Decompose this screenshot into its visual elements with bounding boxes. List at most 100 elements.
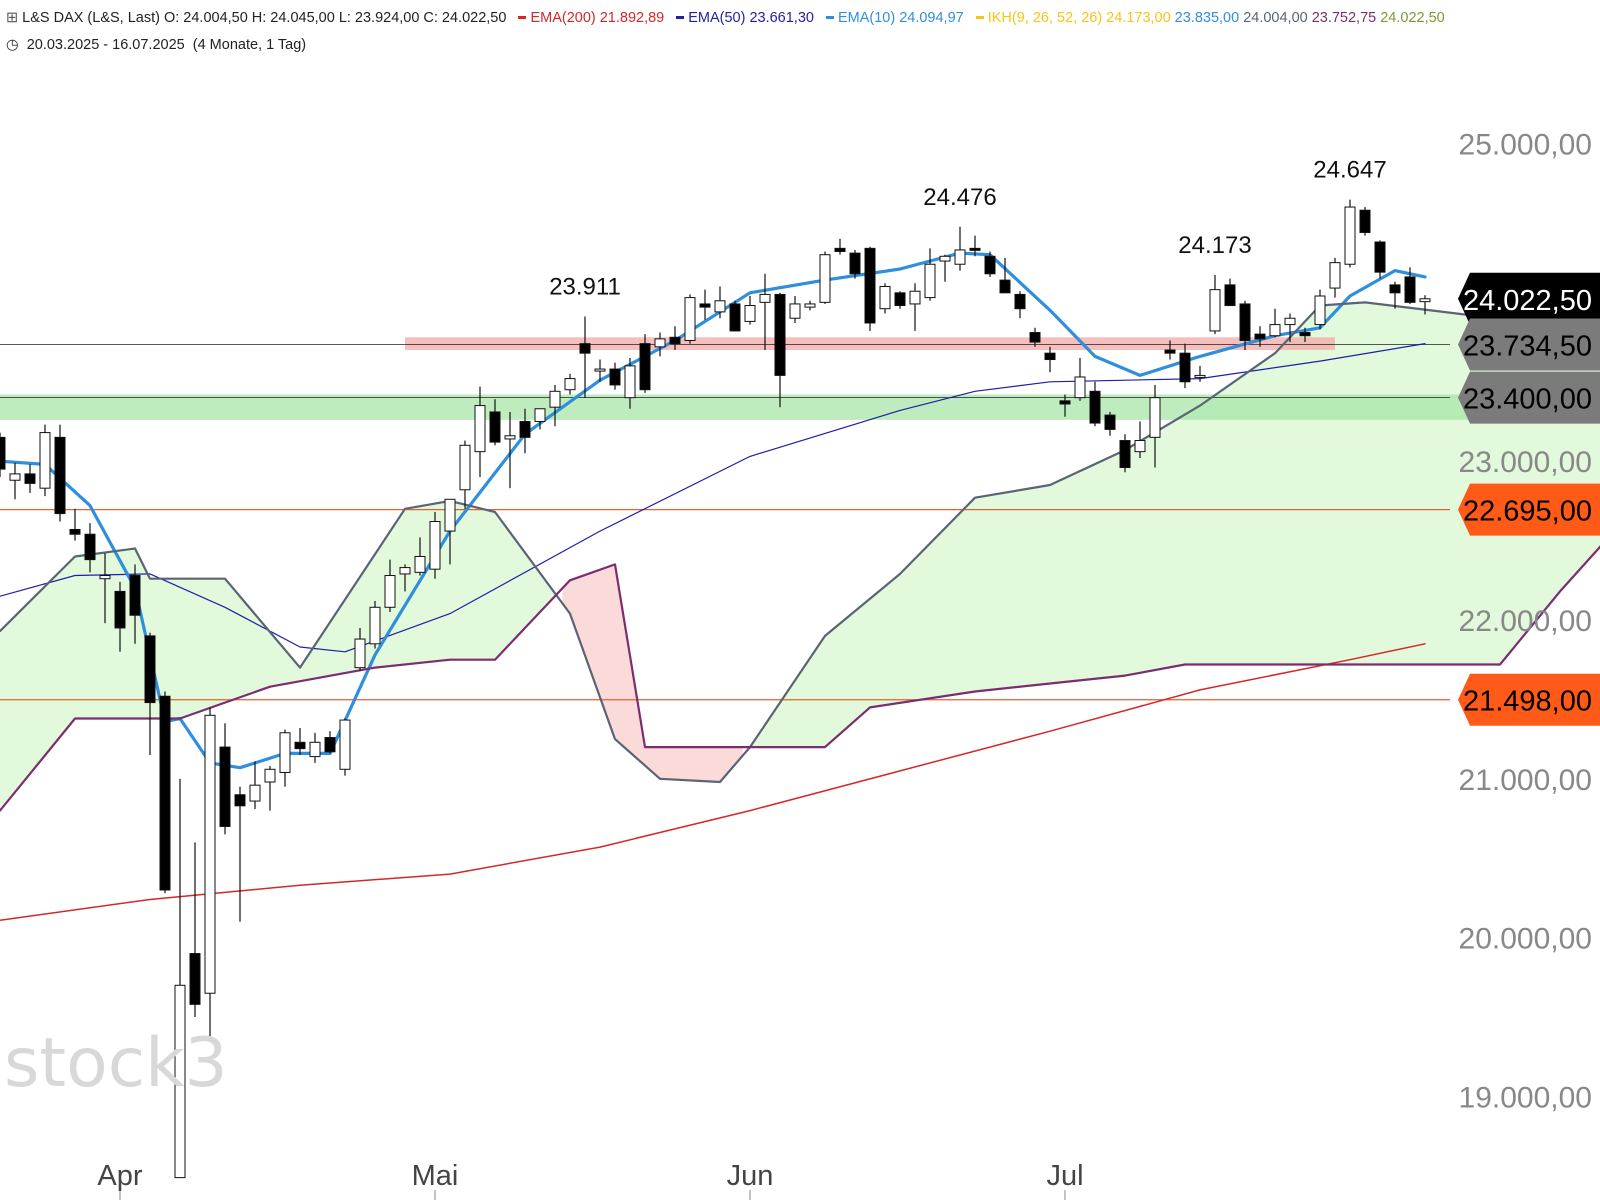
candle-body-86: [1284, 317, 1296, 326]
ohlc-label-3: C:: [423, 10, 438, 26]
candle-body-52: [774, 293, 786, 376]
x-tick-1: Mai: [412, 1160, 459, 1192]
candle-body-70: [1044, 352, 1056, 361]
indicator-swatch-0: [518, 15, 527, 19]
annotation-3: 24.647: [1313, 157, 1386, 184]
y-tick-2: 22.000,00: [1459, 605, 1592, 638]
candle-body-43: [639, 343, 651, 391]
candle-body-13: [189, 953, 201, 1005]
y-tick-3: 21.000,00: [1459, 764, 1592, 797]
candle-body-67: [999, 279, 1011, 294]
ohlc-value-3: 24.022,50: [441, 10, 507, 26]
candle-body-48: [714, 300, 726, 313]
candles-group: [0, 199, 1431, 1179]
candle-body-82: [1224, 284, 1236, 307]
candle-body-28: [414, 555, 426, 573]
candle-body-15: [219, 746, 231, 827]
price-tag-3: [1458, 483, 1600, 536]
indicator-name-2: EMA(10): [837, 10, 896, 26]
candle-body-44: [654, 338, 666, 348]
candle-body-34: [504, 435, 516, 440]
candle-body-19: [279, 732, 291, 773]
candle-body-21: [309, 741, 321, 758]
candle-body-60: [894, 292, 906, 307]
price-tag-label-2: 23.400,00: [1463, 384, 1592, 416]
candle-body-25: [369, 606, 381, 645]
x-tick-0: Apr: [97, 1160, 142, 1192]
candle-body-31: [459, 444, 471, 491]
candle-body-94: [1404, 276, 1416, 303]
candle-body-90: [1344, 206, 1356, 265]
candle-body-40: [594, 368, 606, 372]
candle-body-55: [819, 254, 831, 303]
price-tag-2: [1458, 371, 1600, 424]
candle-body-17: [249, 784, 261, 802]
candle-body-81: [1209, 289, 1221, 332]
annotation-1: 24.476: [923, 184, 996, 211]
series-line-1: [0, 343, 1426, 653]
candle-body-85: [1269, 324, 1281, 337]
candle-body-42: [624, 365, 636, 399]
indicator-value-3-2: 24.004,00: [1243, 10, 1308, 26]
date-range: 20.03.2025 - 16.07.2025: [26, 37, 185, 53]
indicator-name-1: EMA(50): [688, 10, 746, 26]
ohlc-label-0: O:: [163, 10, 180, 26]
annotation-0: 23.911: [549, 273, 621, 300]
instrument-name: L&S DAX (L&S, Last): [22, 10, 160, 26]
ohlc-value-1: 24.045,00: [270, 10, 335, 26]
candle-body-32: [474, 405, 486, 453]
candle-body-22: [324, 737, 336, 753]
candle-body-39: [579, 343, 591, 354]
candle-body-57: [849, 252, 861, 275]
candle-body-29: [429, 521, 441, 570]
kumo-cloud-0: [0, 500, 555, 811]
candle-body-63: [939, 255, 951, 262]
candle-body-65: [969, 247, 981, 251]
candle-body-12: [174, 984, 186, 1179]
ohlc-value-0: 24.004,50: [183, 10, 248, 26]
candle-body-24: [354, 638, 366, 669]
candle-body-58: [864, 247, 876, 324]
candle-body-7: [99, 575, 111, 580]
candle-body-0: [0, 436, 6, 470]
price-tag-label-3: 22.695,00: [1463, 496, 1592, 528]
candle-body-56: [834, 247, 846, 253]
indicator-swatch-2: [825, 15, 834, 19]
candle-body-92: [1374, 241, 1386, 273]
zone-support: [0, 394, 1600, 420]
candle-body-87: [1299, 332, 1311, 337]
indicator-value-3-3: 23.752,75: [1311, 10, 1377, 26]
candle-body-1: [9, 473, 21, 481]
indicator-swatch-1: [676, 15, 685, 19]
candle-body-20: [294, 741, 306, 750]
candle-body-93: [1389, 284, 1401, 294]
chart-header: ⊞ L&S DAX (L&S, Last) O: 24.004,50 H: 24.045,…: [0, 0, 1600, 53]
candle-body-27: [399, 567, 411, 575]
candle-body-37: [549, 390, 561, 408]
candle-body-64: [954, 249, 966, 265]
candle-body-8: [114, 590, 126, 629]
watermark-logo: stock3: [4, 1024, 228, 1103]
candle-body-26: [384, 575, 396, 608]
header-line-values: ⊞ L&S DAX (L&S, Last) O: 24.004,50 H: 24.045,…: [6, 10, 1449, 26]
candle-body-9: [129, 575, 141, 616]
y-tick-4: 20.000,00: [1459, 923, 1592, 956]
y-tick-5: 19.000,00: [1459, 1081, 1592, 1114]
price-tag-1: [1458, 318, 1600, 371]
candle-body-36: [534, 408, 546, 422]
price-tag-4: [1458, 673, 1600, 726]
price-tag-0: [1458, 272, 1600, 325]
candle-body-14: [204, 714, 216, 994]
candle-body-53: [789, 303, 801, 319]
candle-body-79: [1179, 352, 1191, 383]
candle-body-46: [684, 297, 696, 341]
candle-body-68: [1014, 293, 1026, 310]
candle-body-88: [1314, 295, 1326, 326]
candle-body-45: [669, 336, 681, 345]
candle-body-78: [1164, 349, 1176, 354]
candle-body-5: [69, 528, 81, 535]
candle-body-54: [804, 303, 816, 308]
candle-body-50: [744, 305, 756, 322]
candle-body-61: [909, 290, 921, 305]
